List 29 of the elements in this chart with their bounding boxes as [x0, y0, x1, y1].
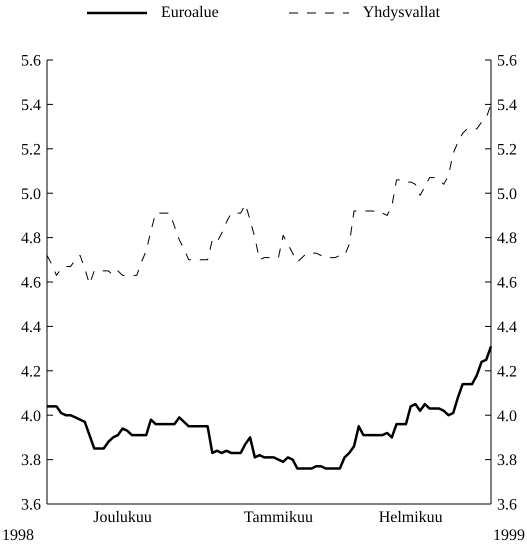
y-tick-label: 5.4: [21, 97, 41, 114]
x-tick-label: Joulukuu: [93, 509, 152, 526]
y2-tick-label: 5.2: [497, 141, 517, 158]
y-tick-label: 5.0: [21, 186, 41, 203]
y-tick-label: 4.6: [21, 274, 41, 292]
y2-tick-label: 5.6: [497, 52, 517, 70]
y2-tick-label: 3.6: [497, 496, 517, 514]
y2-tick-label: 4.2: [497, 363, 517, 380]
x-tick-label: Helmikuu: [378, 509, 443, 526]
text: 1999: [493, 527, 525, 545]
legend-label: Euroalue: [160, 4, 219, 22]
y2-tick-label: 4.0: [497, 408, 517, 425]
y2-tick-label: 3.8: [497, 452, 517, 470]
y-tick-label: 4.2: [21, 363, 41, 380]
legend-label: Yhdysvallat: [362, 4, 440, 22]
text: 1998: [2, 527, 34, 545]
y-tick-label: 5.2: [21, 141, 41, 158]
y-tick-label: 4.0: [21, 408, 41, 425]
y-tick-label: 4.8: [21, 230, 41, 248]
y-tick-label: 3.6: [21, 496, 41, 514]
y2-tick-label: 4.6: [497, 274, 517, 292]
y-tick-label: 5.6: [21, 52, 41, 70]
y-tick-label: 4.4: [21, 319, 41, 336]
x-tick-label: Tammikuu: [244, 509, 313, 526]
y2-tick-label: 4.8: [497, 230, 517, 248]
y2-tick-label: 5.0: [497, 186, 517, 203]
y2-tick-label: 4.4: [497, 319, 517, 336]
y-tick-label: 3.8: [21, 452, 41, 470]
y2-tick-label: 5.4: [497, 97, 517, 114]
